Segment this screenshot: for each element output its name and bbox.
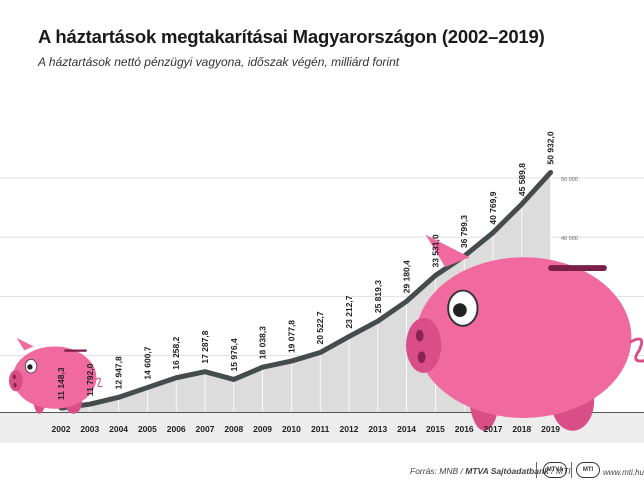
- pig-body: [415, 257, 632, 418]
- x-tick-label: 2006: [167, 424, 186, 434]
- data-label: 23 212,7: [344, 295, 354, 328]
- x-tick-label: 2016: [455, 424, 474, 434]
- pig-tail: [95, 377, 103, 388]
- data-label: 19 077,8: [286, 320, 296, 353]
- data-label: 11 792,0: [85, 363, 95, 396]
- pig-snout: [406, 318, 442, 373]
- data-label: 40 769,9: [488, 191, 498, 224]
- pig-nostril: [415, 329, 424, 342]
- y-tick-label: 50 000: [561, 177, 578, 183]
- data-label: 36 799,3: [459, 215, 469, 248]
- data-label: 11 148,3: [56, 367, 66, 400]
- x-tick-label: 2004: [109, 424, 128, 434]
- small-piggy-bank: [8, 337, 103, 414]
- chart-subtitle: A háztartások nettó pénzügyi vagyona, id…: [38, 55, 400, 69]
- source-agency: MTVA Sajtóadatbank: [465, 466, 549, 476]
- x-tick-label: 2017: [484, 424, 503, 434]
- pig-ear: [16, 337, 34, 351]
- x-tick-label: 2008: [224, 424, 243, 434]
- source-prefix: Forrás: MNB /: [410, 466, 466, 476]
- x-tick-label: 2015: [426, 424, 445, 434]
- data-label: 29 180,4: [402, 260, 412, 293]
- mti-logo: MTI: [576, 462, 600, 478]
- pig-tail: [628, 337, 644, 363]
- x-tick-label: 2007: [196, 424, 215, 434]
- large-piggy-bank: [406, 234, 644, 431]
- x-tick-label: 2003: [80, 424, 99, 434]
- data-label: 14 600,7: [142, 346, 152, 379]
- x-tick-label: 2014: [397, 424, 416, 434]
- chart-title: A háztartások megtakarításai Magyarorszá…: [38, 26, 545, 47]
- pig-ear: [425, 234, 470, 268]
- x-tick-label: 2019: [541, 424, 560, 434]
- x-tick-label: 2010: [282, 424, 301, 434]
- pig-pupil: [27, 364, 33, 370]
- data-label: 25 819,3: [373, 280, 383, 313]
- data-label: 20 522,7: [315, 311, 325, 344]
- x-tick-label: 2018: [512, 424, 531, 434]
- data-label: 12 947,8: [114, 356, 124, 389]
- pig-coin-slot: [548, 265, 607, 271]
- x-tick-label: 2011: [311, 424, 330, 434]
- axis-band: [0, 413, 644, 443]
- pig-coin-slot: [64, 349, 87, 352]
- x-tick-label: 2013: [368, 424, 387, 434]
- site-url: www.mti.hu: [603, 468, 644, 477]
- x-tick-label: 2002: [52, 424, 71, 434]
- data-label: 50 932,0: [546, 131, 556, 164]
- data-label: 18 038,3: [258, 326, 268, 359]
- pig-snout: [8, 370, 23, 392]
- data-label: 33 531,0: [430, 234, 440, 267]
- x-tick-label: 2005: [138, 424, 157, 434]
- data-label: 45 589,8: [517, 163, 527, 196]
- x-tick-label: 2012: [340, 424, 359, 434]
- pig-nostril: [417, 351, 426, 364]
- series-line: [58, 169, 554, 411]
- x-tick-label: 2009: [253, 424, 272, 434]
- pig-nostril: [12, 374, 16, 380]
- mtva-logo: MTVA: [543, 462, 567, 478]
- pig-nostril: [13, 382, 17, 388]
- pig-pupil: [453, 303, 467, 318]
- footer-divider: [536, 462, 537, 478]
- footer-divider: [571, 462, 572, 478]
- data-label: 17 287,8: [200, 330, 210, 363]
- y-tick-label: 40 000: [561, 236, 578, 242]
- data-label: 16 258,2: [171, 336, 181, 369]
- data-label: 15 976,4: [229, 338, 239, 371]
